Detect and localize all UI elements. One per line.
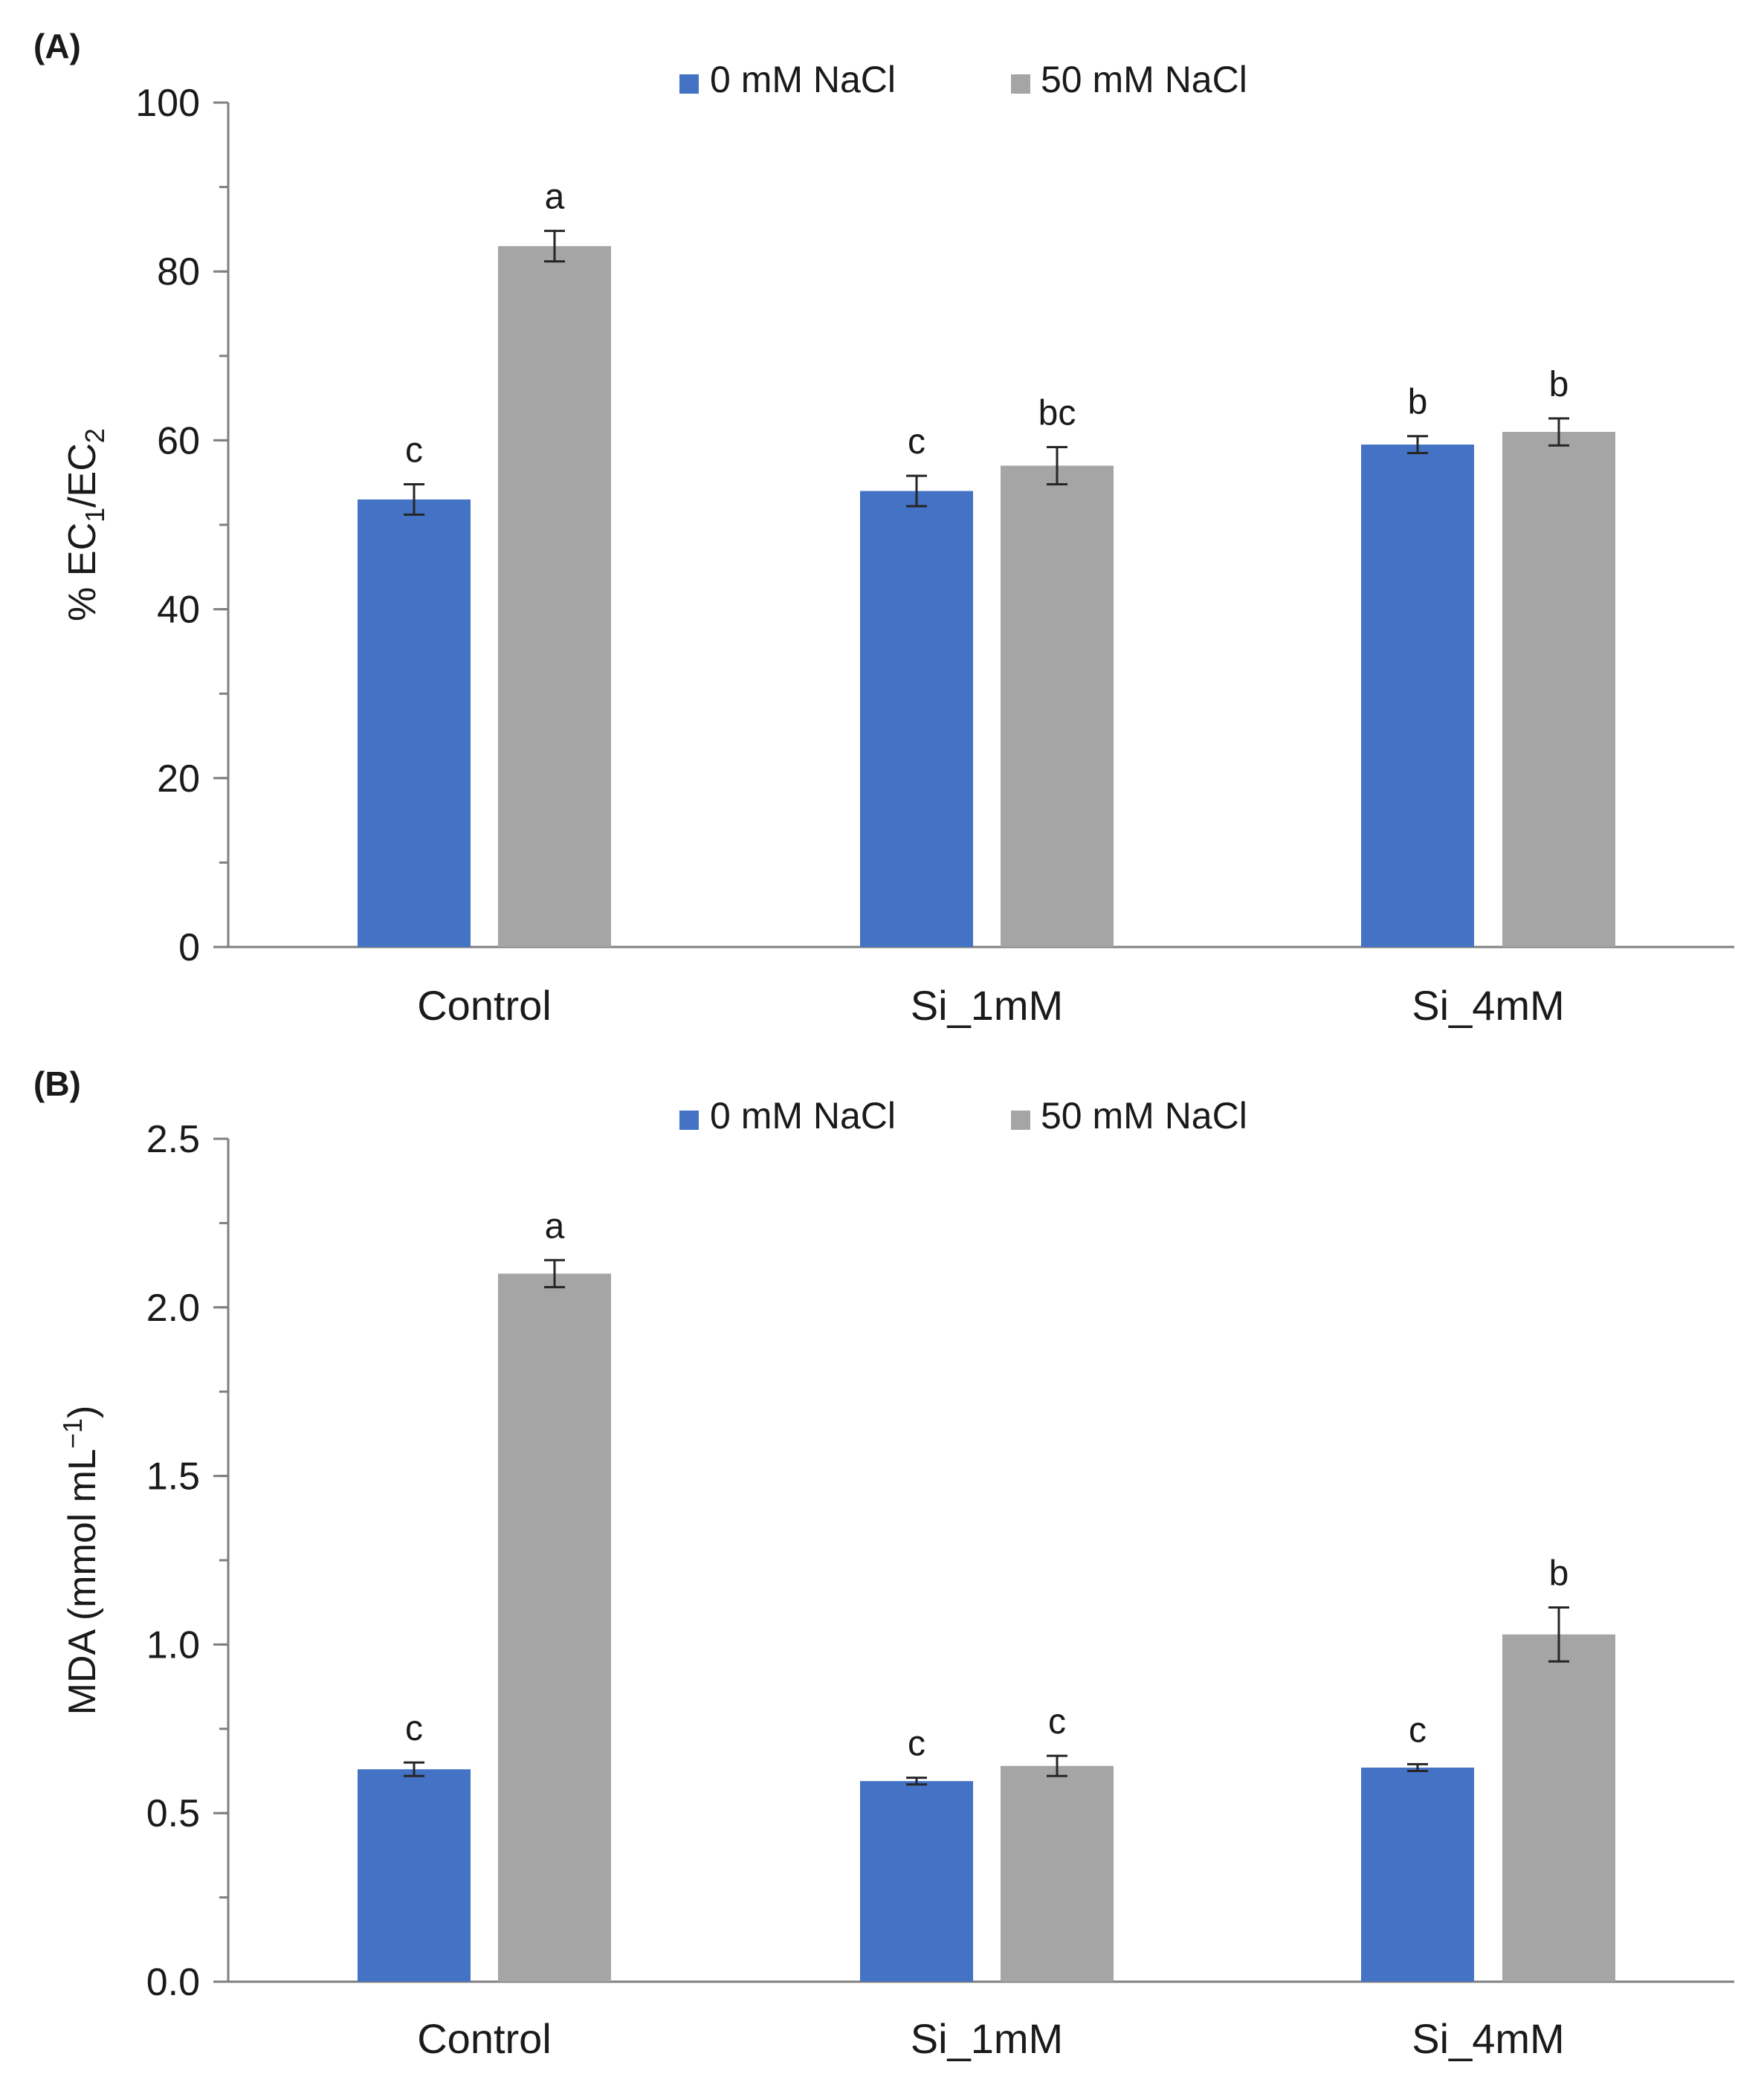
bar <box>1001 465 1114 947</box>
legend-label: 0 mM NaCl <box>710 59 896 100</box>
y-tick-label: 0.5 <box>146 1792 200 1835</box>
bar <box>498 1273 611 1982</box>
y-axis-label: % EC1/EC2 <box>61 428 110 621</box>
significance-letter: b <box>1408 383 1428 422</box>
legend-swatch <box>1011 74 1030 94</box>
bar <box>1502 1634 1615 1982</box>
x-category-label: Si_1mM <box>911 2015 1063 2062</box>
significance-letter: c <box>405 1709 423 1748</box>
significance-letter: c <box>908 422 925 462</box>
significance-letter: b <box>1549 365 1569 404</box>
chart-panel-a: (A) 0 20 40 60 80 100 % EC1/EC2 0 mM NaCl 50 mM N… <box>33 27 1734 1029</box>
legend-swatch <box>1011 1111 1030 1130</box>
y-axis-label: MDA (mmol mL−1) <box>57 1406 104 1716</box>
bar <box>1361 445 1474 947</box>
significance-letter: c <box>908 1725 925 1764</box>
y-tick-label: 2.0 <box>146 1287 200 1330</box>
bar <box>358 1769 471 1982</box>
y-tick-label: 0.0 <box>146 1961 200 2004</box>
significance-letter: b <box>1549 1554 1569 1594</box>
bar <box>498 246 611 947</box>
panel-label: (B) <box>33 1064 81 1103</box>
y-tick-label: 1.0 <box>146 1623 200 1667</box>
y-tick-label: 1.5 <box>146 1455 200 1499</box>
y-tick-label: 40 <box>157 589 200 632</box>
legend-label: 0 mM NaCl <box>710 1095 896 1137</box>
significance-letter: c <box>1409 1710 1427 1750</box>
significance-letter: c <box>1048 1702 1066 1742</box>
legend-label: 50 mM NaCl <box>1041 59 1247 100</box>
y-tick-label: 2.5 <box>146 1118 200 1161</box>
bar <box>1001 1765 1114 1982</box>
legend-label: 50 mM NaCl <box>1041 1095 1247 1137</box>
bar <box>1502 432 1615 947</box>
bar <box>358 499 471 947</box>
x-category-label: Si_4mM <box>1412 982 1564 1029</box>
significance-letter: c <box>405 430 423 470</box>
bar <box>860 491 973 947</box>
y-tick-label: 100 <box>135 82 200 125</box>
x-category-label: Si_4mM <box>1412 2015 1564 2062</box>
x-category-label: Control <box>417 982 552 1029</box>
legend-swatch <box>679 74 699 94</box>
bar <box>1361 1767 1474 1982</box>
significance-letter: a <box>545 178 565 217</box>
significance-letter: a <box>545 1206 565 1246</box>
legend-swatch <box>679 1111 699 1130</box>
chart-panel-b: (B) 0.0 0.5 1.0 1.5 2.0 2.5 MDA (mmol mL−1) 0 mM… <box>33 1064 1734 2062</box>
y-tick-label: 60 <box>157 419 200 462</box>
y-tick-label: 0 <box>178 926 200 969</box>
y-tick-label: 80 <box>157 251 200 294</box>
panel-label: (A) <box>33 27 81 65</box>
bar <box>860 1781 973 1982</box>
y-tick-label: 20 <box>157 757 200 801</box>
x-category-label: Si_1mM <box>911 982 1063 1029</box>
x-category-label: Control <box>417 2015 552 2062</box>
significance-letter: bc <box>1038 393 1076 433</box>
